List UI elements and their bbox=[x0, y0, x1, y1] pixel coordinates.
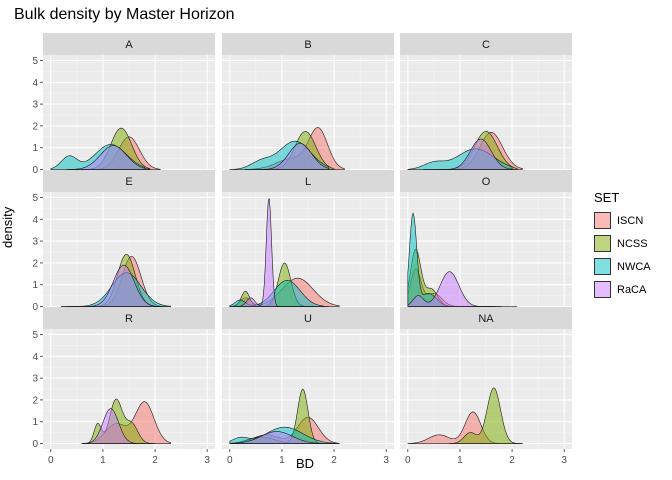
facet-strip bbox=[222, 307, 394, 329]
x-tick-label: 3 bbox=[561, 455, 567, 466]
legend-title: SET bbox=[594, 190, 620, 205]
facet-strip bbox=[400, 170, 572, 192]
y-tick-label: 4 bbox=[32, 352, 38, 363]
density-raca bbox=[234, 198, 314, 307]
x-tick-label: 3 bbox=[204, 455, 210, 466]
facet-panel-NA: NA 0 1 2 3 bbox=[400, 307, 572, 466]
facet-strip bbox=[400, 307, 572, 329]
legend-item-iscn: ISCN bbox=[594, 209, 651, 232]
x-tick-label: 1 bbox=[100, 455, 106, 466]
legend-label: NCSS bbox=[617, 237, 648, 250]
y-tick-label: 4 bbox=[32, 215, 38, 226]
y-tick-label: 5 bbox=[32, 330, 38, 341]
facet-strip-label: C bbox=[482, 39, 490, 51]
x-tick-label: 2 bbox=[152, 455, 158, 466]
facet-strip bbox=[43, 170, 215, 192]
facet-panel-U: U 0 1 2 3 bbox=[222, 307, 394, 466]
density-raca bbox=[250, 143, 330, 170]
y-tick-label: 1 bbox=[32, 143, 38, 154]
facet-panel-L: L bbox=[222, 170, 394, 312]
facet-strip-label: O bbox=[482, 176, 491, 188]
facet-panel-A: A 0 1 2 3 4 5 bbox=[32, 33, 215, 176]
chart-title: Bulk density by Master Horizon bbox=[14, 6, 235, 23]
density-raca bbox=[71, 264, 161, 307]
legend-label: ISCN bbox=[617, 214, 644, 227]
legend-item-raca: RaCA bbox=[594, 278, 651, 301]
facet-strip bbox=[43, 307, 215, 329]
x-tick-label: 3 bbox=[383, 455, 389, 466]
x-tick-label: 1 bbox=[457, 455, 463, 466]
density-raca bbox=[81, 408, 145, 444]
y-tick-label: 5 bbox=[32, 193, 38, 204]
y-tick-label: 2 bbox=[32, 258, 38, 269]
legend-key-raca bbox=[594, 281, 611, 298]
legend-key-nwca bbox=[594, 258, 611, 275]
legend: SET ISCN NCSS NWCA RaCA bbox=[594, 190, 651, 301]
x-tick-label: 0 bbox=[48, 455, 54, 466]
y-tick-label: 2 bbox=[32, 395, 38, 406]
y-tick-label: 3 bbox=[32, 237, 38, 248]
x-tick-label: 1 bbox=[279, 455, 285, 466]
facet-panel-C: C bbox=[400, 33, 572, 175]
density-raca bbox=[407, 271, 518, 307]
density-nwca bbox=[229, 280, 324, 307]
facet-strip-label: E bbox=[125, 176, 132, 188]
x-tick-label: 2 bbox=[331, 455, 337, 466]
legend-key-iscn bbox=[594, 212, 611, 229]
y-tick-label: 1 bbox=[32, 280, 38, 291]
density-raca bbox=[438, 138, 513, 170]
x-tick-label: 0 bbox=[227, 455, 233, 466]
facet-strip bbox=[43, 33, 215, 55]
facet-strip-label: NA bbox=[478, 313, 494, 325]
legend-item-ncss: NCSS bbox=[594, 232, 651, 255]
y-axis-label: density bbox=[0, 206, 15, 248]
y-tick-label: 3 bbox=[32, 100, 38, 111]
y-tick-label: 4 bbox=[32, 78, 38, 89]
facet-panel-R: R 0 1 2 3 4 5 0 1 2 3 bbox=[32, 307, 215, 466]
facet-strip-label: U bbox=[304, 313, 312, 325]
legend-item-nwca: NWCA bbox=[594, 255, 651, 278]
y-tick-label: 0 bbox=[32, 302, 38, 313]
density-raca bbox=[66, 145, 151, 170]
facet-panel-B: B bbox=[222, 33, 394, 175]
facet-strip-label: B bbox=[304, 39, 311, 51]
x-tick-label: 2 bbox=[509, 455, 515, 466]
y-tick-label: 3 bbox=[32, 374, 38, 385]
facet-strip-label: R bbox=[125, 313, 133, 325]
y-tick-label: 1 bbox=[32, 417, 38, 428]
y-tick-label: 2 bbox=[32, 121, 38, 132]
y-tick-label: 5 bbox=[32, 56, 38, 67]
facet-strip bbox=[222, 170, 394, 192]
density-raca bbox=[229, 431, 324, 444]
facet-strip-label: L bbox=[305, 176, 311, 188]
facet-strip bbox=[222, 33, 394, 55]
y-tick-label: 0 bbox=[32, 439, 38, 450]
legend-label: NWCA bbox=[617, 260, 651, 273]
density-ncss bbox=[449, 387, 523, 444]
facet-strip-label: A bbox=[125, 39, 133, 51]
facet-panel-O: O bbox=[400, 170, 572, 312]
facet-panel-E: E 0 1 2 3 4 5 bbox=[32, 170, 215, 313]
legend-label: RaCA bbox=[617, 283, 647, 296]
legend-key-ncss bbox=[594, 235, 611, 252]
x-tick-label: 0 bbox=[405, 455, 411, 466]
facet-strip bbox=[400, 33, 572, 55]
x-axis-label: BD bbox=[296, 456, 315, 471]
y-tick-label: 0 bbox=[32, 165, 38, 176]
